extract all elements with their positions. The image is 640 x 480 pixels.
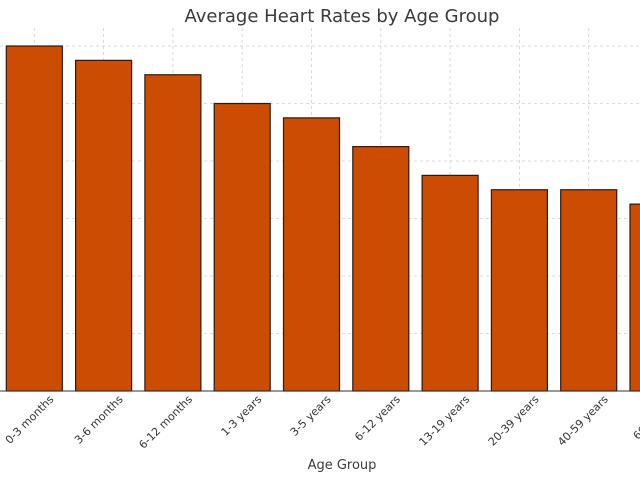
x-tick-label: 0-3 months — [3, 393, 57, 447]
x-tick-label: 13-19 years — [417, 393, 473, 449]
bar-40-59-years — [560, 189, 618, 392]
x-tick-label: 60+ years — [631, 393, 640, 443]
bars — [5, 45, 640, 392]
bar-3-5-years — [282, 117, 341, 392]
bar-13-19-years — [421, 174, 479, 392]
bar-6-12-months — [144, 74, 202, 392]
bar-1-3-years — [213, 102, 271, 392]
x-tick-label: 6-12 months — [136, 393, 195, 452]
bar-60-years — [629, 203, 640, 392]
x-tick-label: 40-59 years — [555, 393, 611, 449]
x-axis-label: Age Group — [308, 458, 377, 473]
x-tick-label: 1-3 years — [219, 393, 265, 439]
bar-0-3-months — [5, 45, 63, 392]
bar-6-12-years — [352, 146, 410, 392]
x-tick-label: 3-6 months — [72, 393, 126, 447]
x-tick-label: 3-5 years — [288, 393, 334, 439]
x-tick-label: 6-12 years — [352, 393, 403, 444]
bar-3-6-months — [74, 59, 133, 392]
chart-title: Average Heart Rates by Age Group — [185, 6, 500, 27]
bar-20-39-years — [490, 189, 548, 392]
x-tick-labels: 0-3 months 3-6 months 6-12 months 1-3 years… — [3, 393, 640, 452]
x-tick-label: 20-39 years — [486, 393, 542, 449]
